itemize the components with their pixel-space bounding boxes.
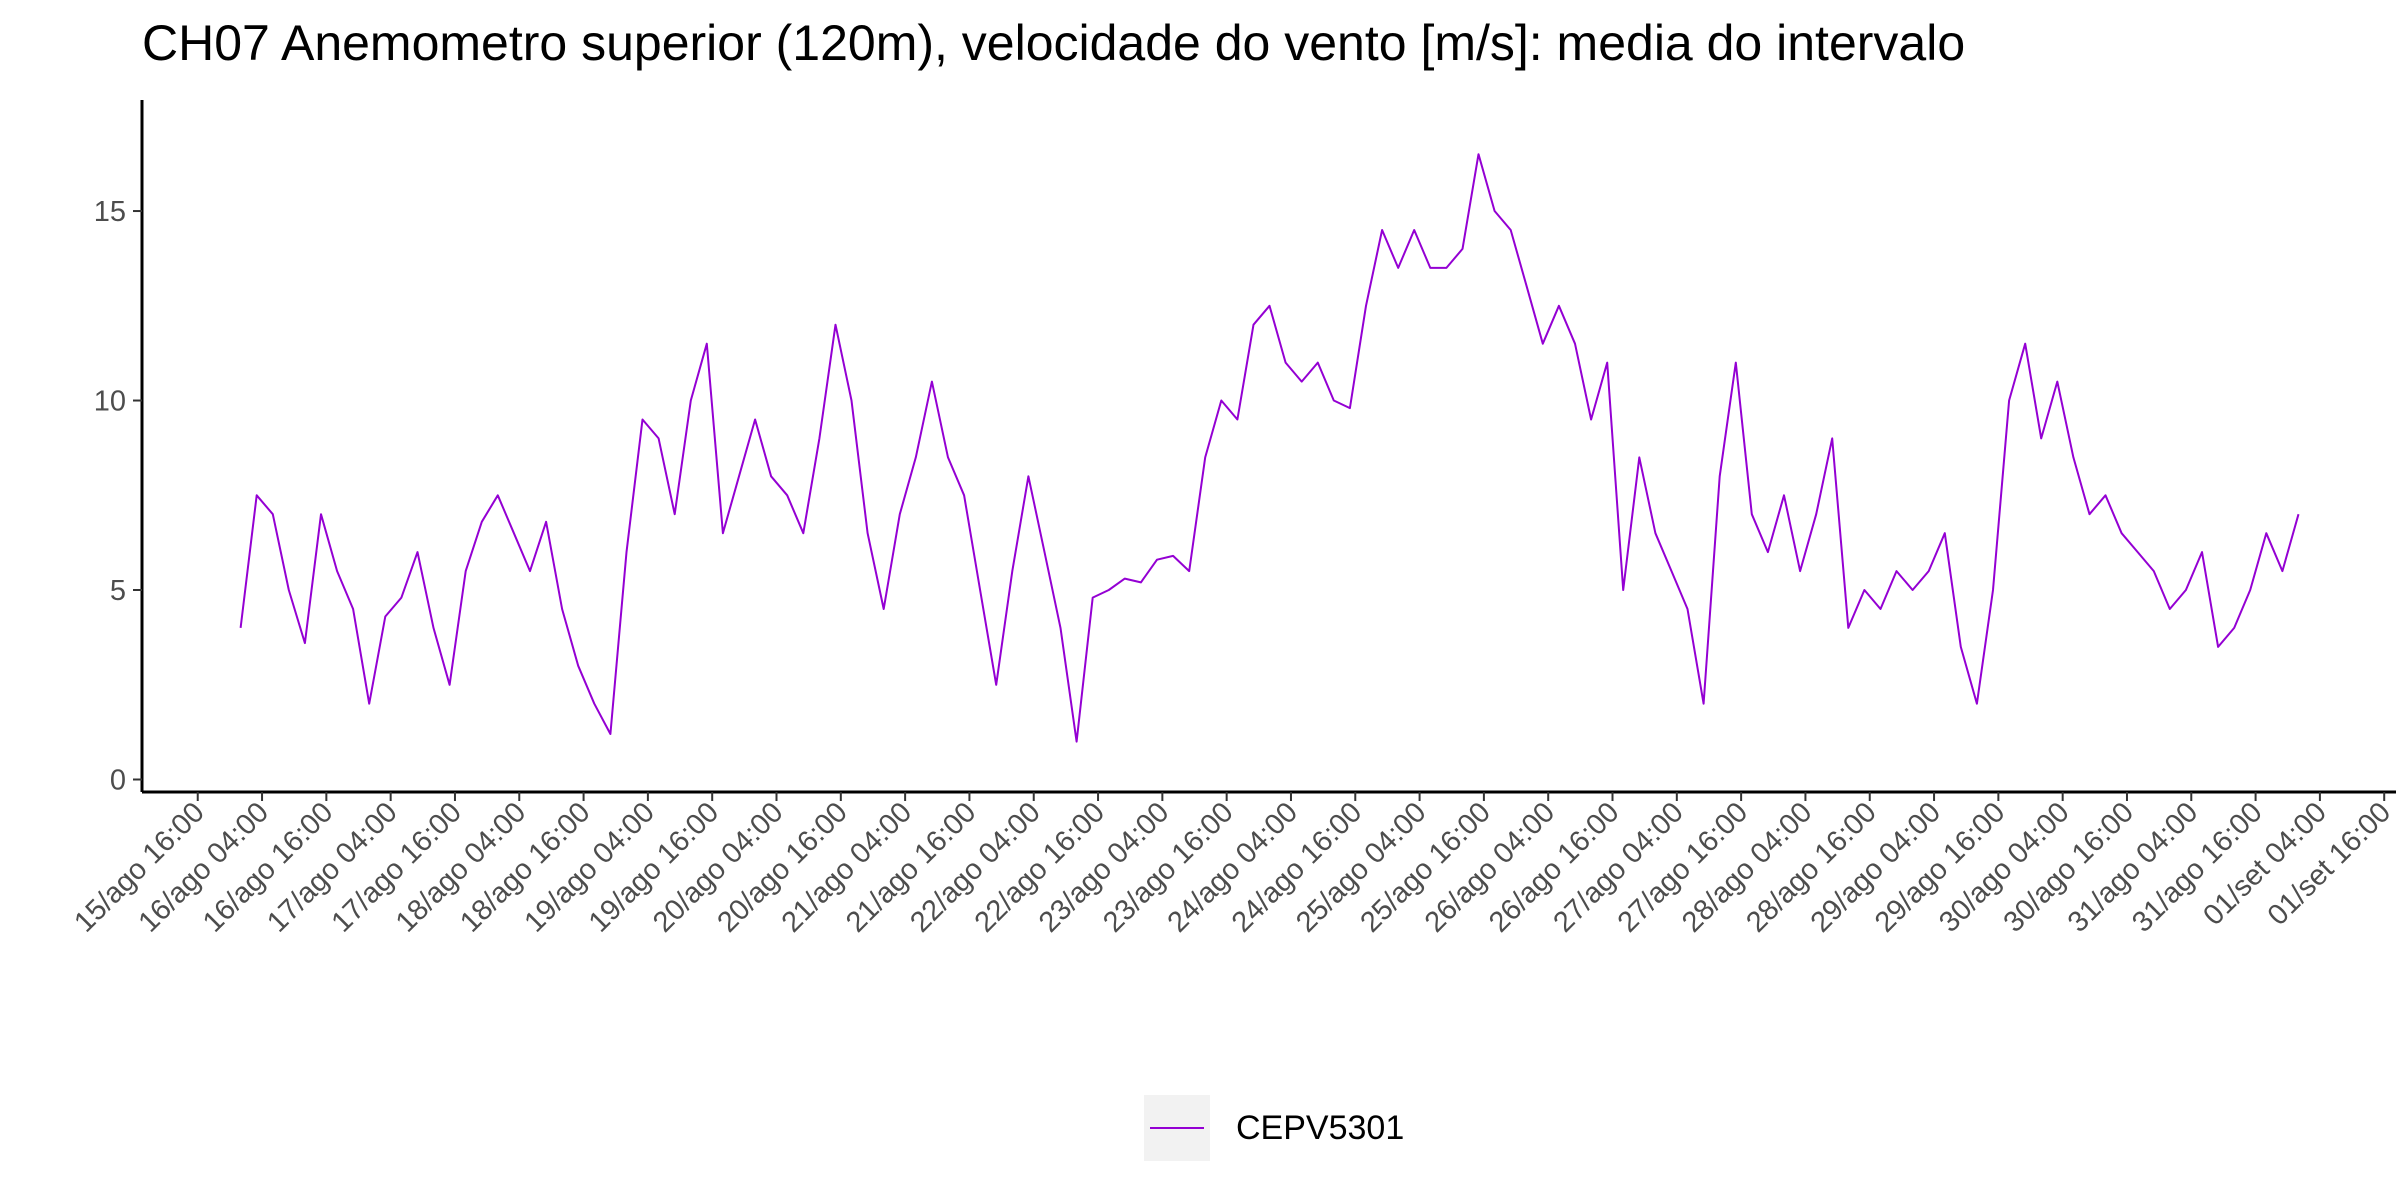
y-tick-label: 0 (110, 764, 126, 796)
y-tick-label: 10 (94, 386, 126, 418)
y-tick-label: 5 (110, 575, 126, 607)
legend: CEPV5301 (1144, 1095, 1404, 1161)
legend-label: CEPV5301 (1236, 1109, 1404, 1147)
y-tick-label: 15 (94, 196, 126, 228)
chart-title: CH07 Anemometro superior (120m), velocid… (142, 15, 1965, 71)
data-line (239, 153, 2300, 743)
